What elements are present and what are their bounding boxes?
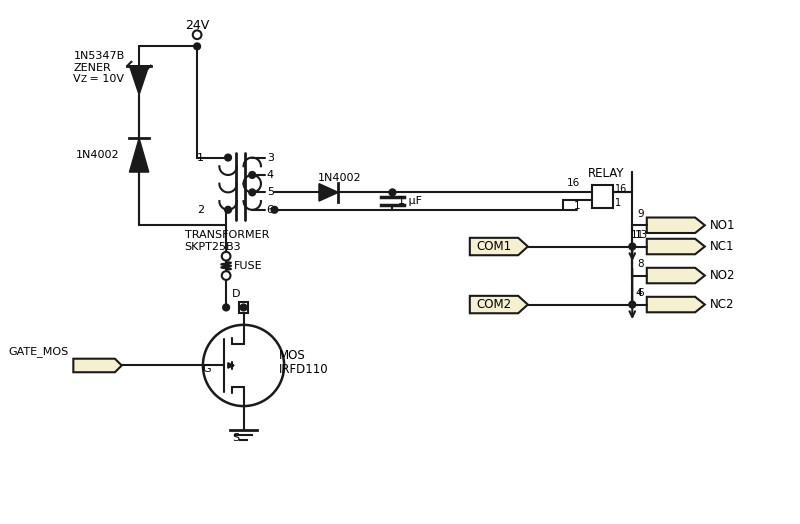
Text: 1: 1 [615, 198, 621, 208]
Text: MOS: MOS [279, 350, 306, 362]
Text: COM1: COM1 [477, 240, 511, 253]
Text: IRFD110: IRFD110 [279, 363, 329, 376]
Circle shape [629, 243, 636, 250]
Circle shape [222, 304, 230, 311]
Text: S: S [232, 433, 239, 443]
Text: 6: 6 [638, 288, 644, 298]
Text: NC1: NC1 [710, 240, 734, 253]
Text: NO1: NO1 [710, 219, 735, 232]
Polygon shape [470, 238, 528, 255]
Text: TRANSFORMER: TRANSFORMER [185, 230, 269, 240]
Text: 5: 5 [266, 188, 274, 198]
Circle shape [271, 206, 278, 213]
Circle shape [629, 301, 636, 308]
Text: COM2: COM2 [477, 298, 511, 311]
Circle shape [240, 304, 247, 311]
Circle shape [249, 171, 256, 178]
Polygon shape [130, 66, 149, 95]
Circle shape [225, 154, 231, 161]
Text: FUSE: FUSE [234, 261, 262, 271]
Circle shape [222, 252, 230, 260]
Text: 1: 1 [197, 152, 204, 162]
Bar [238, 302, 248, 313]
Text: 16: 16 [567, 178, 580, 188]
Text: 6: 6 [266, 205, 274, 215]
Polygon shape [646, 297, 705, 312]
Polygon shape [646, 268, 705, 283]
Text: 11: 11 [630, 230, 644, 240]
Text: 4: 4 [266, 170, 274, 180]
Polygon shape [130, 138, 149, 172]
Circle shape [225, 206, 231, 213]
Text: 1: 1 [574, 201, 580, 211]
Polygon shape [470, 296, 528, 313]
Text: 8: 8 [638, 259, 644, 269]
Text: V: V [74, 74, 81, 84]
Text: 1 µF: 1 µF [398, 196, 422, 206]
Text: D: D [231, 289, 240, 299]
Text: NC2: NC2 [710, 298, 734, 311]
Text: 3: 3 [266, 152, 274, 162]
Text: 9: 9 [638, 209, 644, 219]
Text: 1N5347B: 1N5347B [74, 51, 125, 61]
Text: 2: 2 [197, 205, 204, 215]
Circle shape [194, 43, 201, 50]
Text: SKPT25B3: SKPT25B3 [185, 242, 241, 252]
Circle shape [222, 271, 230, 280]
Text: 1N4002: 1N4002 [318, 173, 362, 183]
Polygon shape [646, 217, 705, 233]
Text: 4: 4 [635, 288, 642, 298]
Circle shape [193, 30, 202, 39]
Text: 24V: 24V [185, 18, 210, 31]
Circle shape [389, 189, 396, 196]
Circle shape [249, 189, 256, 196]
Text: RELAY: RELAY [588, 167, 624, 180]
Text: G: G [202, 364, 211, 374]
Text: 1N4002: 1N4002 [76, 150, 120, 160]
Bar [592, 184, 613, 208]
Text: 13: 13 [635, 230, 649, 240]
Polygon shape [74, 359, 122, 372]
Text: NO2: NO2 [710, 269, 735, 282]
Polygon shape [646, 239, 705, 254]
Text: 16: 16 [615, 184, 627, 194]
Text: GATE_MOS: GATE_MOS [8, 346, 69, 357]
Text: Z: Z [81, 75, 87, 84]
Polygon shape [319, 184, 338, 201]
Text: = 10V: = 10V [86, 74, 124, 84]
Text: ZENER: ZENER [74, 63, 111, 73]
